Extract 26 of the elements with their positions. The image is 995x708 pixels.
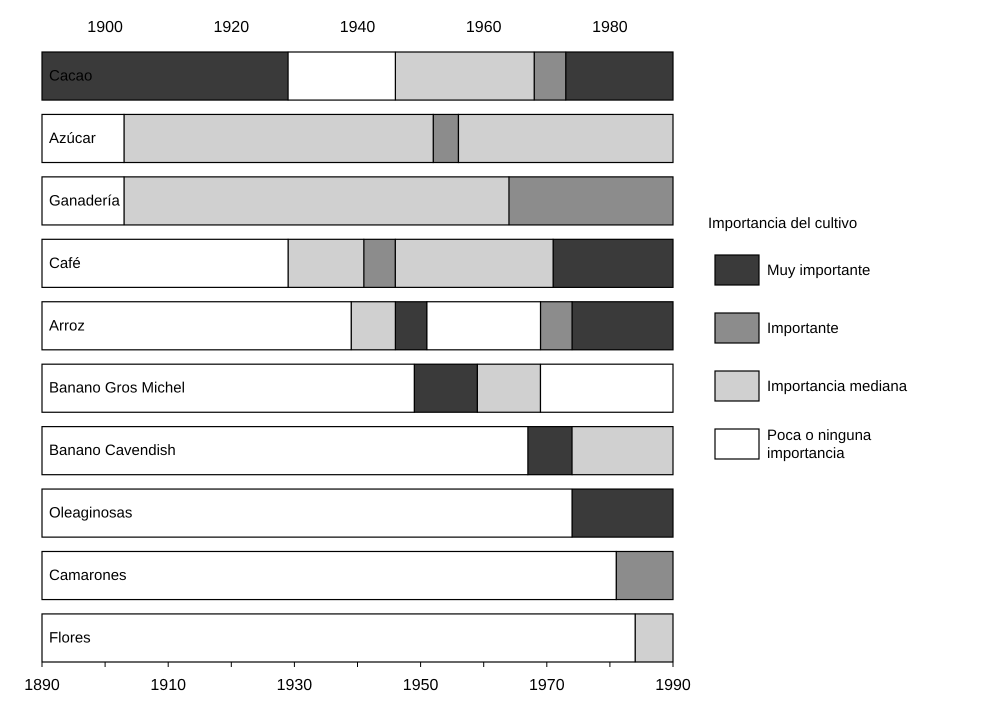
y-tick-label: Flores [49,629,91,646]
legend-title: Importancia del cultivo [708,215,858,232]
x-tick-label: 1890 [24,677,60,694]
y-tick-label: Arroz [49,317,85,334]
y-tick-label: Camarones [49,567,127,584]
x-tick-label: 1930 [276,677,312,694]
legend-label: Poca o ninguna importancia [767,426,872,462]
x-tick-label: 1990 [655,677,691,694]
x2-tick-label: 1900 [87,19,123,36]
y-tick-label: Azúcar [49,130,96,147]
x-tick-label: 1950 [402,677,438,694]
y-tick-label: Banano Cavendish [49,442,176,460]
legend-label: Muy importante [767,262,870,278]
y-tick-label: Oleaginosas [49,504,132,522]
y-tick-label: Café [49,254,81,272]
y-tick-label: Cacao [49,68,92,85]
x-tick-label: 1970 [529,677,565,694]
x2-tick-label: 1980 [592,19,628,36]
y-tick-label: Banano Gros Michel [49,380,185,397]
legend-label: Importante [767,320,839,336]
x2-tick-label: 1940 [340,19,376,36]
y-tick-label: Ganadería [49,192,121,210]
x-tick-label: 1910 [150,677,186,694]
x2-tick-label: 1960 [466,19,502,36]
legend-label: Importancia mediana [767,378,908,394]
x2-tick-label: 1920 [214,19,250,36]
